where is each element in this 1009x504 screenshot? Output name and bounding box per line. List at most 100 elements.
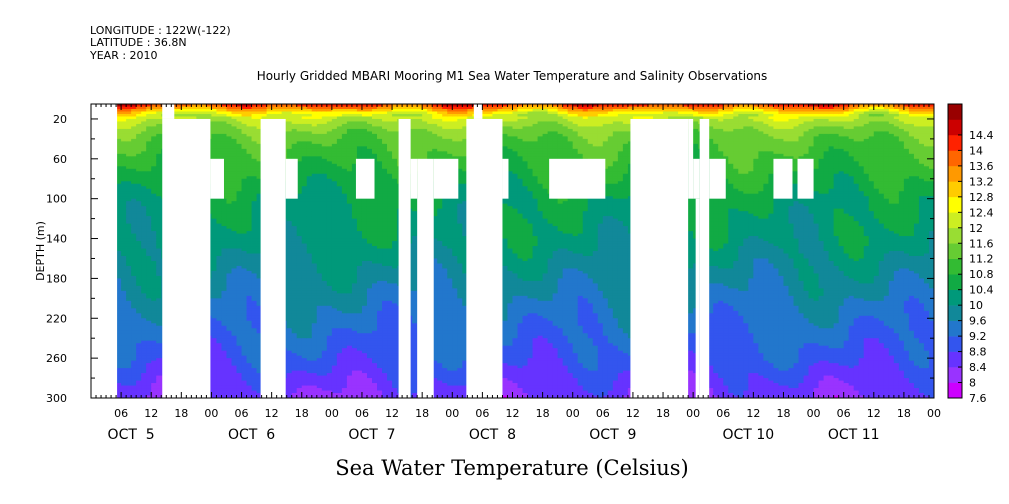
field-cell bbox=[156, 198, 162, 202]
field-cell bbox=[131, 395, 137, 398]
field-cell bbox=[126, 188, 132, 192]
field-cell bbox=[241, 270, 248, 275]
field-cell bbox=[246, 206, 253, 210]
field-cell bbox=[296, 233, 303, 237]
field-cell bbox=[251, 123, 258, 128]
field-cell bbox=[241, 388, 248, 392]
field-cell bbox=[136, 315, 142, 319]
field-cell bbox=[231, 298, 238, 302]
field-cell bbox=[251, 106, 258, 110]
field-cell bbox=[241, 168, 248, 172]
field-cell bbox=[241, 343, 248, 347]
field-cell bbox=[256, 168, 263, 172]
field-cell bbox=[151, 131, 157, 135]
field-cell bbox=[241, 360, 248, 364]
field-cell bbox=[211, 348, 218, 352]
field-cell bbox=[236, 365, 243, 369]
field-cell bbox=[151, 290, 157, 294]
field-cell bbox=[291, 300, 298, 304]
field-cell bbox=[301, 126, 308, 130]
field-cell bbox=[226, 106, 233, 110]
field-cell bbox=[291, 298, 298, 302]
field-cell bbox=[256, 221, 263, 225]
field-cell bbox=[251, 303, 258, 307]
field-cell bbox=[216, 320, 223, 324]
field-cell bbox=[246, 163, 253, 167]
field-cell bbox=[156, 315, 162, 319]
field-cell bbox=[156, 320, 162, 324]
field-cell bbox=[126, 260, 132, 265]
field-cell bbox=[256, 171, 263, 175]
field-cell bbox=[141, 318, 147, 322]
field-cell bbox=[146, 355, 152, 359]
field-cell bbox=[241, 383, 248, 387]
field-cell bbox=[301, 113, 308, 118]
field-cell bbox=[291, 213, 298, 217]
field-cell bbox=[226, 186, 233, 190]
field-cell bbox=[116, 136, 122, 140]
field-cell bbox=[146, 246, 152, 250]
field-cell bbox=[241, 123, 248, 128]
field-cell bbox=[216, 380, 223, 384]
field-cell bbox=[151, 173, 157, 177]
field-cell bbox=[251, 173, 258, 177]
field-cell bbox=[121, 285, 127, 289]
field-cell bbox=[131, 295, 137, 299]
field-cell bbox=[231, 251, 238, 255]
field-cell bbox=[116, 313, 122, 317]
field-cell bbox=[151, 363, 157, 367]
field-cell bbox=[211, 335, 218, 339]
field-cell bbox=[246, 211, 253, 215]
field-cell bbox=[141, 188, 147, 192]
field-cell bbox=[126, 161, 132, 165]
field-cell bbox=[251, 313, 258, 317]
field-cell bbox=[131, 293, 137, 297]
field-cell bbox=[221, 111, 228, 115]
field-cell bbox=[221, 223, 228, 227]
field-cell bbox=[141, 330, 147, 334]
field-cell bbox=[156, 388, 162, 392]
field-cell bbox=[131, 141, 137, 145]
field-cell bbox=[291, 343, 298, 347]
field-cell bbox=[246, 380, 253, 384]
field-cell bbox=[151, 201, 157, 205]
field-cell bbox=[251, 126, 258, 130]
field-cell bbox=[151, 275, 157, 280]
field-cell bbox=[231, 368, 238, 372]
field-cell bbox=[136, 350, 142, 354]
field-cell bbox=[156, 161, 162, 165]
field-cell bbox=[121, 131, 127, 135]
field-cell bbox=[146, 133, 152, 137]
field-cell bbox=[226, 263, 233, 267]
field-cell bbox=[241, 148, 248, 152]
field-cell bbox=[221, 373, 228, 377]
field-cell bbox=[151, 128, 157, 133]
field-cell bbox=[126, 295, 132, 299]
field-cell bbox=[251, 253, 258, 257]
field-cell bbox=[286, 136, 293, 140]
field-cell bbox=[156, 338, 162, 342]
field-cell bbox=[226, 171, 233, 175]
field-cell bbox=[226, 283, 233, 287]
field-cell bbox=[116, 238, 122, 242]
field-cell bbox=[236, 375, 243, 379]
field-cell bbox=[286, 203, 293, 207]
field-cell bbox=[296, 295, 303, 299]
field-cell bbox=[231, 106, 238, 110]
field-cell bbox=[251, 353, 258, 357]
field-cell bbox=[146, 248, 152, 252]
field-cell bbox=[291, 380, 298, 384]
field-cell bbox=[141, 353, 147, 357]
field-cell bbox=[291, 228, 298, 232]
field-cell bbox=[256, 141, 263, 145]
field-cell bbox=[241, 173, 248, 177]
field-cell bbox=[296, 151, 303, 155]
field-cell bbox=[256, 216, 263, 220]
field-cell bbox=[131, 126, 137, 130]
field-cell bbox=[121, 263, 127, 267]
field-cell bbox=[241, 353, 248, 357]
field-cell bbox=[236, 136, 243, 140]
field-cell bbox=[216, 221, 223, 225]
field-cell bbox=[211, 148, 218, 152]
field-cell bbox=[296, 111, 303, 115]
